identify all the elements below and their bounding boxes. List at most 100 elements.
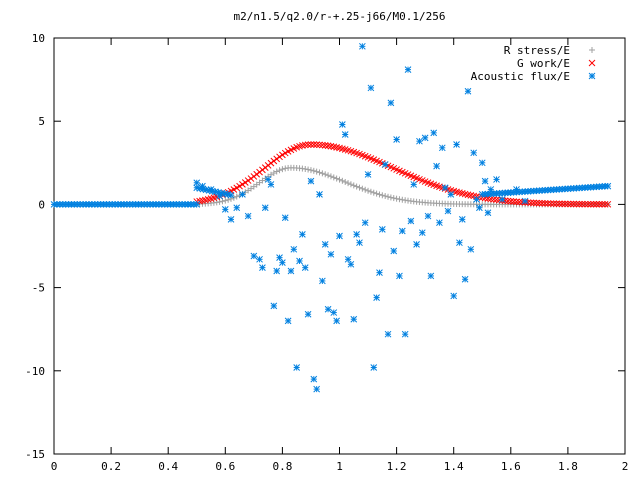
mark-stroke xyxy=(424,212,432,220)
mark-stroke xyxy=(347,260,355,268)
data-point xyxy=(279,166,286,173)
data-point xyxy=(390,247,398,255)
data-point xyxy=(273,267,281,275)
data-point xyxy=(373,190,380,197)
mark-stroke xyxy=(396,272,403,280)
data-point xyxy=(593,200,600,208)
y-tick-label: 0 xyxy=(38,198,45,211)
x-tick-label: 1.8 xyxy=(558,460,578,473)
mark-stroke xyxy=(221,190,229,198)
mark-stroke xyxy=(373,157,380,165)
mark-stroke xyxy=(441,184,449,192)
x-tick-label: 2 xyxy=(622,460,629,473)
data-point xyxy=(413,240,420,248)
data-point xyxy=(444,207,452,215)
mark-stroke xyxy=(367,84,375,92)
mark-stroke xyxy=(544,200,552,207)
data-point xyxy=(450,292,458,300)
mark-stroke xyxy=(410,173,418,181)
mark-stroke xyxy=(413,174,420,182)
data-point xyxy=(527,199,535,207)
data-point xyxy=(219,198,226,205)
mark-stroke xyxy=(418,177,426,184)
mark-stroke xyxy=(390,247,398,255)
mark-stroke xyxy=(336,144,343,152)
mark-stroke xyxy=(324,305,332,313)
mark-stroke xyxy=(313,385,321,393)
data-point xyxy=(547,200,555,207)
data-point xyxy=(322,171,329,178)
data-point xyxy=(305,166,312,173)
data-point xyxy=(344,255,352,263)
x-tick-label: 0.2 xyxy=(101,460,121,473)
mark-stroke xyxy=(433,182,440,190)
mark-stroke xyxy=(353,230,360,238)
mark-stroke xyxy=(504,197,512,205)
data-point xyxy=(473,196,480,203)
data-point xyxy=(316,141,323,149)
x-tick-label: 1.2 xyxy=(387,460,407,473)
x-tick-label: 0.8 xyxy=(272,460,292,473)
mark-stroke xyxy=(588,59,596,67)
mark-stroke xyxy=(433,162,440,170)
mark-stroke xyxy=(398,227,406,235)
data-point xyxy=(478,159,486,167)
mark-stroke xyxy=(301,264,309,271)
mark-stroke xyxy=(464,191,472,199)
data-point xyxy=(321,240,329,248)
data-point xyxy=(247,175,255,182)
mark-stroke xyxy=(304,141,312,148)
mark-stroke xyxy=(333,317,340,325)
mark-stroke xyxy=(224,191,232,198)
mark-stroke xyxy=(384,162,392,170)
mark-stroke xyxy=(553,200,560,208)
data-point xyxy=(601,200,609,208)
mark-stroke xyxy=(584,200,592,208)
mark-stroke xyxy=(470,192,478,200)
mark-stroke xyxy=(358,42,366,50)
data-point xyxy=(407,217,415,225)
mark-stroke xyxy=(310,375,318,383)
mark-stroke xyxy=(367,155,375,162)
data-point xyxy=(541,200,549,207)
mark-stroke xyxy=(547,200,555,207)
data-point xyxy=(319,277,326,285)
mark-stroke xyxy=(193,179,201,187)
data-point xyxy=(193,201,201,208)
data-point xyxy=(356,239,363,247)
mark-stroke xyxy=(333,143,340,151)
mark-stroke xyxy=(533,199,540,207)
mark-stroke xyxy=(287,267,295,275)
mark-stroke xyxy=(199,182,206,190)
data-point xyxy=(535,199,543,207)
mark-stroke xyxy=(404,66,412,73)
mark-stroke xyxy=(507,197,515,205)
data-point xyxy=(330,309,338,316)
data-point xyxy=(436,219,443,227)
data-point xyxy=(598,200,606,208)
data-point xyxy=(581,200,589,208)
mark-stroke xyxy=(267,181,275,188)
mark-stroke xyxy=(481,177,489,185)
mark-stroke xyxy=(387,163,395,171)
data-point xyxy=(379,192,386,199)
data-point xyxy=(273,155,281,163)
legend-marker xyxy=(588,72,596,80)
mark-stroke xyxy=(573,200,580,208)
mark-stroke xyxy=(378,226,386,233)
mark-stroke xyxy=(398,168,406,176)
mark-stroke xyxy=(595,200,603,208)
mark-stroke xyxy=(444,186,452,193)
mark-stroke xyxy=(561,200,569,208)
mark-stroke xyxy=(381,161,389,168)
mark-stroke xyxy=(227,191,235,199)
mark-stroke xyxy=(350,148,358,156)
mark-stroke xyxy=(555,200,563,208)
data-point xyxy=(221,206,229,213)
mark-stroke xyxy=(453,188,460,196)
mark-stroke xyxy=(221,206,229,213)
data-point xyxy=(207,186,215,193)
mark-stroke xyxy=(567,200,575,208)
